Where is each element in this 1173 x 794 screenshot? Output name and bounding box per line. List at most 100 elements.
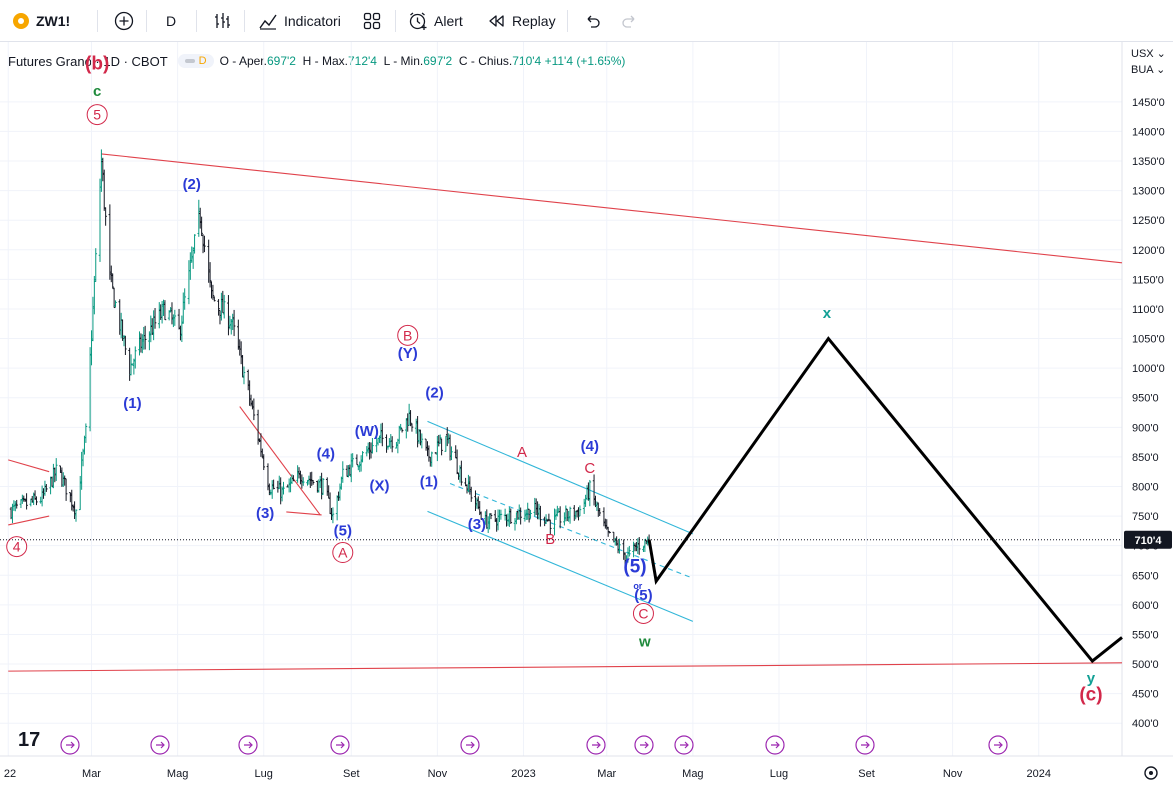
y-tick-label: 750'0 [1132, 511, 1159, 523]
high-value: 712'4 [347, 54, 377, 68]
x-tick-label: Mar [82, 768, 101, 780]
wave-label: C [584, 460, 595, 477]
indicators-label: Indicatori [284, 13, 341, 29]
y-tick-label: 1300'0 [1132, 186, 1165, 198]
trendline [101, 153, 1123, 264]
high-label: H - Max. [302, 54, 348, 68]
chevron-down-icon: ⌄ [1153, 48, 1166, 60]
chart-widgets: 710'4 17 [0, 530, 1172, 780]
trendline [8, 459, 50, 473]
wave-label: (3) [256, 505, 274, 522]
wave-label: A [338, 545, 348, 561]
undo-icon [587, 15, 600, 28]
y-tick-label: 650'0 [1132, 570, 1159, 582]
symbol-search-button[interactable]: ZW1! [6, 8, 76, 34]
wave-label: B [545, 531, 555, 548]
wave-label: x [823, 305, 832, 322]
price-chart[interactable]: (b) c 5 (2) (1) 4 (3) (4) (5) A (W) (X) B (Y) (2) (1) (3… [0, 42, 1173, 794]
undo-button[interactable] [576, 8, 608, 34]
top-toolbar: ZW1! D Indicatori Alert Replay [0, 0, 1173, 42]
series-title: Futures Grano · 1D · CBOT [8, 53, 168, 69]
wave-label-circle [632, 602, 654, 624]
symbol-logo-icon [13, 13, 29, 29]
interval-label: D [166, 13, 177, 29]
layout-grid-icon [363, 12, 381, 30]
x-tick-label: Nov [943, 768, 963, 780]
y-tick-label: 950'0 [1132, 393, 1159, 405]
y-tick-label: 450'0 [1132, 689, 1159, 701]
wave-label: or [633, 581, 642, 591]
trendline [286, 511, 322, 516]
redo-button[interactable] [614, 8, 646, 34]
wave-label-circle [332, 542, 354, 564]
projection-path [647, 336, 1123, 664]
unit-selector[interactable]: BUA ⌄ [1123, 62, 1173, 78]
currency-selector[interactable]: USX ⌄ [1123, 46, 1173, 62]
currency-label: USX [1131, 48, 1154, 60]
wave-labels: (b) c 5 (2) (1) 4 (3) (4) (5) A (W) (X) B (Y) (2) (1) (3… [6, 53, 1103, 706]
wave-label: (2) [425, 385, 443, 402]
y-tick-label: 550'0 [1132, 629, 1159, 641]
y-tick-label: 850'0 [1132, 452, 1159, 464]
y-tick-label: 1100'0 [1132, 304, 1164, 316]
interval-button[interactable]: D [160, 8, 182, 34]
x-tick-label: 2024 [1026, 768, 1050, 780]
compare-button[interactable] [108, 8, 140, 34]
x-tick-label: Lug [255, 768, 273, 780]
replay-button[interactable]: Replay [480, 8, 562, 34]
wave-label: y [1087, 670, 1096, 687]
y-tick-label: 400'0 [1132, 718, 1159, 730]
chart-type-button[interactable] [206, 8, 238, 34]
toolbar-divider [196, 10, 197, 32]
open-value: 697'2 [266, 54, 296, 68]
wave-label: (5) [623, 556, 646, 577]
bars-chart-icon [215, 13, 230, 28]
price-scale-controls: USX ⌄ BUA ⌄ [1123, 46, 1173, 78]
x-tick-label: Mar [597, 768, 616, 780]
price-tag [1124, 530, 1172, 549]
y-tick-label: 1400'0 [1132, 126, 1165, 138]
trendline [8, 515, 50, 526]
toolbar-divider [395, 10, 396, 32]
indicators-button[interactable]: Indicatori [252, 8, 347, 34]
wave-label: (4) [581, 438, 599, 455]
event-marker-glyph [592, 741, 601, 749]
price-tag-label: 710'4 [1134, 535, 1162, 547]
wave-label: (2) [183, 176, 201, 193]
trendlines [8, 153, 1123, 672]
channel-line [427, 420, 694, 535]
toolbar-divider [244, 10, 245, 32]
event-marker-glyph [680, 741, 689, 749]
wave-label: B [403, 327, 412, 343]
event-markers [60, 735, 1008, 755]
close-value: 710'4 [512, 54, 542, 68]
change-value: +11'4 (+1.65%) [544, 54, 626, 68]
event-marker-glyph [66, 741, 75, 749]
event-marker-glyph [244, 741, 253, 749]
x-tick-label: Set [858, 768, 875, 780]
ohlc-readout: O - Aper.697'2 H - Max.712'4 L - Min.697… [220, 54, 626, 68]
toolbar-divider [567, 10, 568, 32]
x-tick-label: Nov [428, 768, 448, 780]
close-label: C - Chius. [458, 54, 513, 68]
event-marker-glyph [336, 741, 345, 749]
chart-legend: Futures Grano · 1D · CBOT D O - Aper.697… [8, 51, 625, 71]
templates-button[interactable] [356, 8, 388, 34]
wave-label: (X) [369, 478, 389, 495]
event-marker-glyph [640, 741, 649, 749]
wave-label-circle [86, 104, 108, 126]
alert-button[interactable]: Alert [402, 8, 469, 34]
wave-label: (W) [355, 423, 379, 440]
low-label: L - Min. [383, 54, 424, 68]
wave-label: (5) [634, 587, 652, 604]
y-tick-label: 1450'0 [1132, 97, 1165, 109]
wave-label: 4 [13, 539, 21, 555]
series-badge[interactable]: D [177, 54, 214, 68]
x-tick-label: Mag [682, 768, 703, 780]
event-marker-glyph [994, 741, 1003, 749]
y-tick-label: 1200'0 [1132, 245, 1165, 257]
wave-label: (1) [420, 473, 438, 490]
gear-icon [1144, 766, 1158, 780]
x-tick-label: Set [343, 768, 360, 780]
badge-dot [184, 59, 195, 63]
